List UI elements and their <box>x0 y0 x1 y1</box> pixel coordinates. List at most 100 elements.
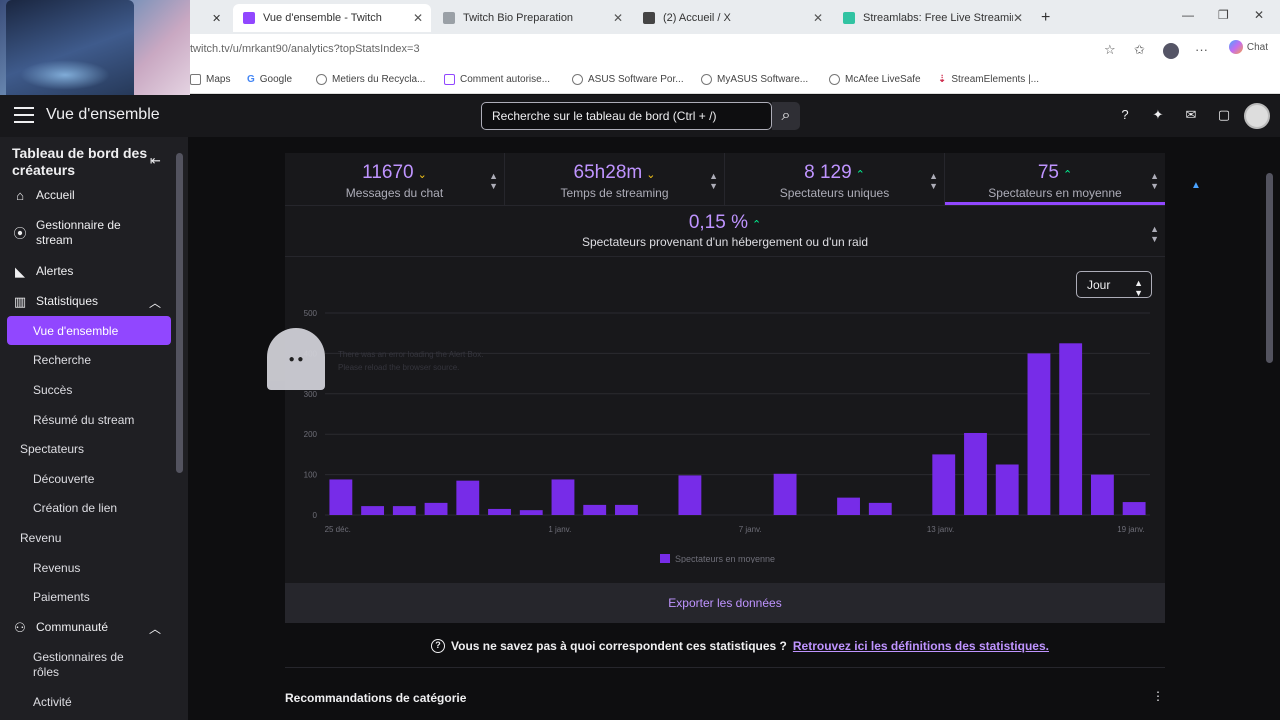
user-avatar[interactable] <box>1244 103 1270 129</box>
sidebar-item-resume[interactable]: Résumé du stream <box>33 413 135 427</box>
dashboard-search-input[interactable]: Recherche sur le tableau de bord (Ctrl +… <box>481 102 772 130</box>
sidebar-item-revenus[interactable]: Revenus <box>33 561 81 575</box>
close-tab-icon[interactable]: ✕ <box>812 11 823 25</box>
sidebar-group-revenu: Revenu <box>20 531 62 545</box>
stat-label: Spectateurs en moyenne <box>988 186 1122 200</box>
bookmarks-bar: Maps G Google Metiers du Recycla... Comme… <box>0 66 1280 94</box>
chat-label: Chat <box>1246 41 1268 53</box>
stat-card-raid-viewers[interactable]: 0,15 % ⌃ Spectateurs provenant d'un héber… <box>285 205 1165 257</box>
legend-swatch <box>660 554 670 563</box>
sidebar-item-gestionnaire[interactable]: ⦿ Gestionnaire de stream <box>12 218 132 248</box>
tab-label: (2) Accueil / X <box>663 12 731 24</box>
sidebar-item-communaute[interactable]: ⚇ Communauté <box>12 620 108 635</box>
tab-bio-preparation[interactable]: Twitch Bio Preparation ✕ <box>433 4 631 32</box>
x-favicon-icon <box>643 12 655 24</box>
chart-bar <box>329 479 353 515</box>
chart-bar <box>837 497 860 515</box>
minimize-icon[interactable]: — <box>1182 8 1194 22</box>
window-close-icon[interactable]: ✕ <box>1254 8 1265 22</box>
inbox-icon[interactable]: ✉ <box>1185 107 1197 122</box>
chart-bar <box>1027 353 1051 515</box>
whispers-icon[interactable]: ▢ <box>1217 107 1231 122</box>
stats-definitions-link[interactable]: Retrouvez ici les définitions des statis… <box>792 639 1049 653</box>
sidebar-item-creation-lien[interactable]: Création de lien <box>33 501 118 515</box>
ghost-icon: ● ● <box>267 328 325 390</box>
y-tick-label: 200 <box>304 430 318 439</box>
close-tab-icon[interactable]: ✕ <box>612 11 623 25</box>
sidebar-item-label: Accueil <box>36 188 75 202</box>
sidebar-item-decouverte[interactable]: Découverte <box>33 472 95 486</box>
search-button[interactable]: ⌕ <box>772 102 800 130</box>
bookmark-metiers[interactable]: Metiers du Recycla... <box>316 74 425 85</box>
sidebar-item-succes[interactable]: Succès <box>33 383 73 397</box>
sidebar-item-vue-ensemble[interactable]: Vue d'ensemble <box>33 324 119 338</box>
bookmark-asus[interactable]: ASUS Software Por... <box>572 74 684 85</box>
stat-card-average-viewers[interactable]: 75 ⌃ Spectateurs en moyenne ▲ ▼ <box>945 153 1165 205</box>
export-data-button[interactable]: Exporter les données <box>285 583 1165 623</box>
average-viewers-bar-chart: 010020030040050025 déc.1 janv.7 janv.13 … <box>304 309 1150 563</box>
twitch-icon <box>444 74 455 85</box>
bookmark-myasus[interactable]: MyASUS Software... <box>701 74 808 85</box>
bookmark-label: MyASUS Software... <box>717 74 809 85</box>
chart-bar <box>424 502 448 515</box>
x-tick-label: 13 janv. <box>927 525 954 534</box>
sidebar-item-alertes[interactable]: ◣ Alertes <box>12 264 73 279</box>
bookmark-streamelements[interactable]: ⇣ StreamElements |... <box>938 74 1039 85</box>
main-scrollbar[interactable] <box>1266 173 1273 363</box>
close-tab-icon[interactable]: ✕ <box>212 12 222 25</box>
new-tab-button[interactable]: + <box>1041 9 1051 26</box>
chart-bar <box>519 510 543 515</box>
sidebar-item-activite[interactable]: Activité <box>33 695 72 709</box>
copilot-chat-button[interactable]: Chat <box>1228 40 1268 54</box>
bookmark-mcafee[interactable]: McAfee LiveSafe <box>829 74 921 85</box>
chart-bar <box>678 475 702 515</box>
sort-icon: ▲ ▼ <box>1150 171 1159 191</box>
stats-help-line: ? Vous ne savez pas à quoi correspondent… <box>431 639 1049 653</box>
hamburger-menu-icon[interactable] <box>14 107 34 123</box>
bookmark-maps[interactable]: Maps <box>190 74 230 85</box>
star-icon[interactable]: ☆ <box>1104 42 1116 57</box>
sidebar-item-recherche[interactable]: Recherche <box>33 353 92 367</box>
close-tab-icon[interactable]: ✕ <box>412 11 423 25</box>
close-tab-icon[interactable]: ✕ <box>1012 11 1023 25</box>
maximize-icon[interactable]: ❐ <box>1218 8 1229 22</box>
collapse-sidebar-icon[interactable]: ⇤ <box>150 153 161 168</box>
stat-label: Messages du chat <box>345 186 444 200</box>
sort-icon: ▲ ▼ <box>709 171 718 191</box>
favorites-icon[interactable]: ✩ <box>1134 42 1145 57</box>
streamelements-icon: ⇣ <box>938 74 947 85</box>
sidebar-item-gestionnaires-roles[interactable]: Gestionnaires de rôles <box>33 650 124 679</box>
sparkle-icon[interactable]: ✦ <box>1152 107 1164 122</box>
globe-icon <box>701 74 712 85</box>
url-field[interactable]: twitch.tv/u/mrkant90/analytics?topStatsI… <box>190 43 420 55</box>
sidebar-item-accueil[interactable]: ⌂ Accueil <box>12 188 75 203</box>
sidebar-item-statistiques[interactable]: ▥ Statistiques <box>12 294 98 309</box>
category-recommendations-title: Recommandations de catégorie <box>285 691 467 705</box>
twitch-favicon-icon <box>243 12 255 24</box>
stat-card-messages[interactable]: 11670 ⌄ Messages du chat ▲ ▼ <box>285 153 505 205</box>
tab-x-home[interactable]: (2) Accueil / X ✕ <box>633 4 831 32</box>
stat-card-streaming-time[interactable]: 65h28m ⌄ Temps de streaming ▲ ▼ <box>505 153 725 205</box>
sidebar-scrollbar[interactable] <box>176 153 183 473</box>
more-icon[interactable]: ··· <box>1195 42 1208 57</box>
bookmark-label: McAfee LiveSafe <box>845 74 921 85</box>
trend-up-icon: ⌃ <box>1062 169 1073 181</box>
bookmark-google[interactable]: G Google <box>247 74 292 85</box>
bookmark-comment[interactable]: Comment autorise... <box>444 74 550 85</box>
stat-card-unique-viewers[interactable]: 8 129 ⌃ Spectateurs uniques ▲ ▼ <box>725 153 945 205</box>
chart-bar <box>615 504 638 515</box>
chevron-up-icon[interactable]: ︿ <box>149 622 162 636</box>
sidebar-item-paiements[interactable]: Paiements <box>33 590 90 604</box>
x-tick-label: 25 déc. <box>325 525 351 534</box>
profile-icon[interactable] <box>1163 43 1179 59</box>
sidebar-item-label: Communauté <box>36 620 109 634</box>
tab-twitch-overview[interactable]: Vue d'ensemble - Twitch ✕ <box>233 4 431 32</box>
chevron-up-icon[interactable]: ︿ <box>149 296 162 310</box>
period-select[interactable]: Jour ▲ ▼ <box>1076 271 1152 298</box>
stat-label: Temps de streaming <box>560 186 669 200</box>
tab-label: Twitch Bio Preparation <box>463 12 574 24</box>
tab-streamlabs[interactable]: Streamlabs: Free Live Streaming & ✕ <box>833 4 1031 32</box>
more-options-icon[interactable]: ⋮ <box>1152 689 1164 703</box>
help-icon[interactable]: ? <box>1121 107 1129 122</box>
sidebar-group-spectateurs: Spectateurs <box>20 442 85 456</box>
